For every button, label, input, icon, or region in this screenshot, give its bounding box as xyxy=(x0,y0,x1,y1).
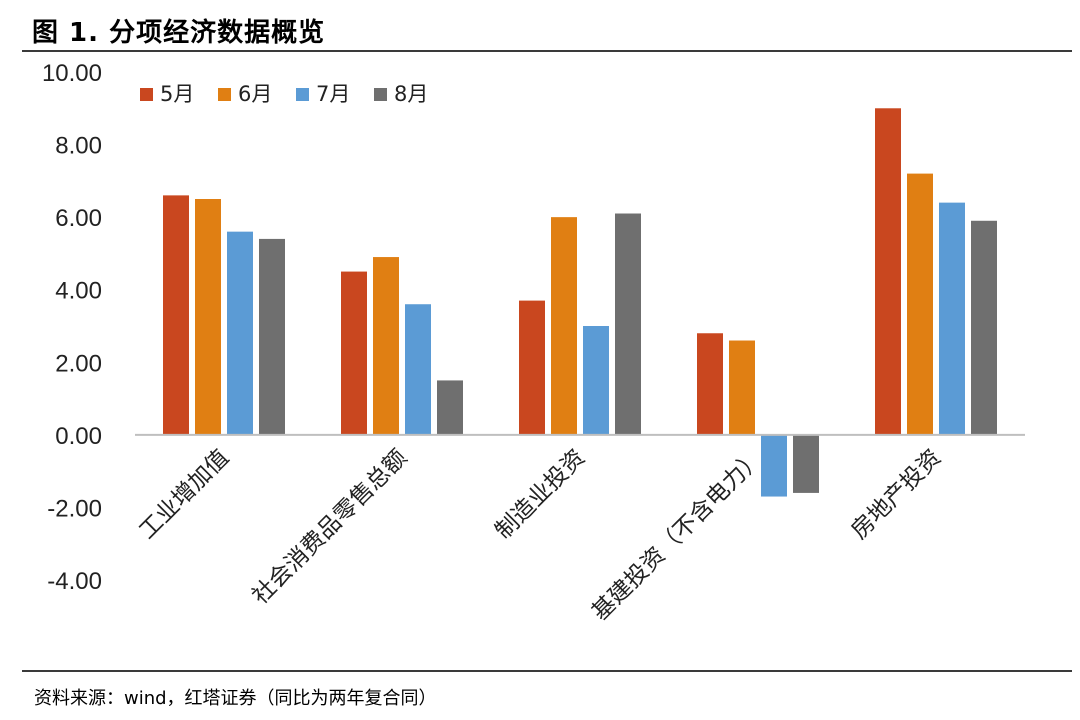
bar xyxy=(405,304,431,435)
category-label: 社会消费品零售总额 xyxy=(247,445,412,610)
bar xyxy=(793,434,819,493)
category-label: 制造业投资 xyxy=(491,445,591,545)
chart-title: 图 1. 分项经济数据概览 xyxy=(32,18,326,48)
y-tick-label: -4.00 xyxy=(47,568,102,595)
bar xyxy=(163,195,189,435)
y-tick-label: 10.00 xyxy=(42,60,102,87)
bar xyxy=(341,271,367,435)
y-tick-label: 2.00 xyxy=(55,350,102,377)
bar xyxy=(761,434,787,497)
y-tick-label: 0.00 xyxy=(55,423,102,450)
source-note: 资料来源：wind，红塔证券（同比为两年复合同） xyxy=(34,688,437,709)
bar xyxy=(697,333,723,435)
bar xyxy=(373,257,399,435)
legend-swatch xyxy=(140,88,153,101)
legend-label: 6月 xyxy=(238,82,272,106)
category-label: 工业增加值 xyxy=(135,445,235,545)
source-divider xyxy=(22,670,1072,672)
legend-swatch xyxy=(374,88,387,101)
bar xyxy=(907,173,933,435)
bar xyxy=(551,217,577,435)
bar xyxy=(729,340,755,435)
legend-label: 5月 xyxy=(160,82,194,106)
y-tick-label: 6.00 xyxy=(55,205,102,232)
bar xyxy=(583,326,609,435)
legend-label: 8月 xyxy=(394,82,428,106)
title-divider xyxy=(22,50,1072,52)
bar xyxy=(875,108,901,435)
bar xyxy=(971,220,997,435)
y-axis-ticks: -4.00 -2.00 0.00 2.00 4.00 6.00 8.00 10.00 xyxy=(42,60,102,595)
bar xyxy=(259,238,285,435)
bar xyxy=(227,231,253,435)
bar xyxy=(519,300,545,435)
legend-swatch xyxy=(218,88,231,101)
y-tick-label: 4.00 xyxy=(55,278,102,305)
category-label: 基建投资（不含电力） xyxy=(587,445,768,626)
bar xyxy=(939,202,965,435)
bar-marks xyxy=(163,108,997,497)
y-tick-label: -2.00 xyxy=(47,495,102,522)
y-tick-label: 8.00 xyxy=(55,133,102,160)
legend-swatch xyxy=(296,88,309,101)
legend-label: 7月 xyxy=(316,82,350,106)
bar xyxy=(437,380,463,435)
bar xyxy=(195,199,221,435)
category-label: 房地产投资 xyxy=(847,445,947,545)
legend: 5月 6月 7月 8月 xyxy=(140,82,428,106)
bar xyxy=(615,213,641,435)
